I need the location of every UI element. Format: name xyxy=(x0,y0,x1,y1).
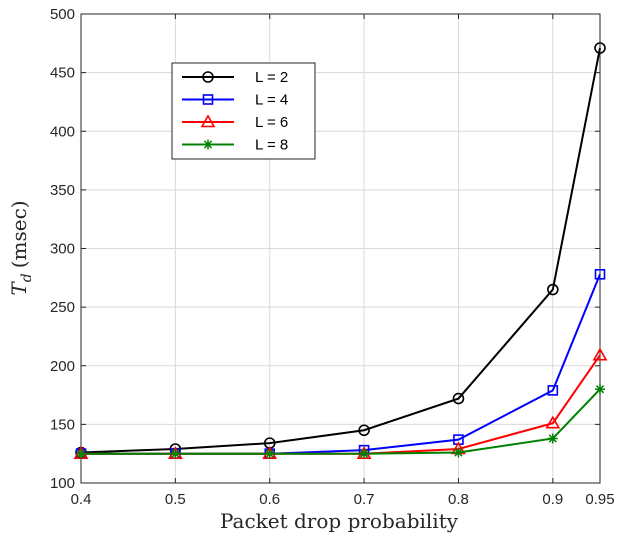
y-axis-label: Td (msec) xyxy=(7,200,35,295)
data-point xyxy=(76,448,86,459)
data-point xyxy=(453,447,464,458)
series-line xyxy=(80,47,601,454)
y-axis-label-main: T xyxy=(7,281,31,296)
data-point xyxy=(547,283,559,296)
y-tick-label: 250 xyxy=(50,299,75,316)
data-point xyxy=(264,448,275,459)
legend-entry: L = 4 xyxy=(182,92,288,109)
plot-frame xyxy=(80,13,601,484)
grid xyxy=(80,13,601,484)
x-tick-label: 0.6 xyxy=(259,491,280,508)
data-point xyxy=(547,385,559,396)
y-tick-label: 400 xyxy=(50,123,75,140)
x-tick-label: 0.95 xyxy=(585,491,614,508)
data-point xyxy=(452,392,465,405)
x-tick-label: 0.5 xyxy=(165,491,186,508)
series-layer xyxy=(73,42,608,459)
y-tick-label: 450 xyxy=(50,65,75,82)
data-point xyxy=(545,415,561,429)
legend-marker xyxy=(202,71,214,83)
y-axis-label-unit: (msec) xyxy=(7,200,31,268)
series-l=8 xyxy=(76,384,605,459)
y-tick-label: 500 xyxy=(50,6,75,23)
legend-marker xyxy=(203,139,213,150)
y-tick-label: 200 xyxy=(50,358,75,375)
data-point xyxy=(547,433,558,444)
data-point xyxy=(358,424,370,437)
series-line xyxy=(81,388,601,455)
legend-label: L = 8 xyxy=(255,137,288,154)
data-point xyxy=(594,268,606,280)
y-tick-label: 100 xyxy=(50,475,75,492)
x-tick-label: 0.4 xyxy=(71,491,92,508)
axes: 0.4 0.5 0.6 0.7 0.8 0.9 0.95 100 150 200 250 300 350… xyxy=(50,6,615,508)
data-point xyxy=(594,42,606,54)
x-tick-label: 0.7 xyxy=(354,491,375,508)
legend-label: L = 6 xyxy=(255,114,288,131)
y-axis-label-sub: d xyxy=(19,273,35,282)
legend-entry: L = 6 xyxy=(182,114,288,131)
series-line xyxy=(81,273,601,455)
data-point xyxy=(592,347,608,361)
legend: L = 2 L = 4 L = 6 L = 8 xyxy=(171,62,316,160)
y-tick-label: 350 xyxy=(50,182,75,199)
y-tick-label: 150 xyxy=(50,416,75,433)
series-l=2 xyxy=(75,42,606,459)
legend-marker xyxy=(200,114,216,128)
series-line xyxy=(81,354,601,455)
legend-label: L = 2 xyxy=(255,69,288,86)
legend-entry: L = 8 xyxy=(182,137,288,154)
x-axis-label: Packet drop probability xyxy=(220,509,459,533)
legend-label: L = 4 xyxy=(255,92,288,109)
x-tick-label: 0.8 xyxy=(448,491,469,508)
x-tick-label: 0.9 xyxy=(542,491,563,508)
legend-box xyxy=(171,62,316,160)
legend-marker xyxy=(202,94,214,105)
legend-entry: L = 2 xyxy=(182,69,288,86)
y-tick-label: 300 xyxy=(50,241,75,258)
data-point xyxy=(595,384,605,395)
data-point xyxy=(359,448,370,459)
data-point xyxy=(170,448,181,459)
